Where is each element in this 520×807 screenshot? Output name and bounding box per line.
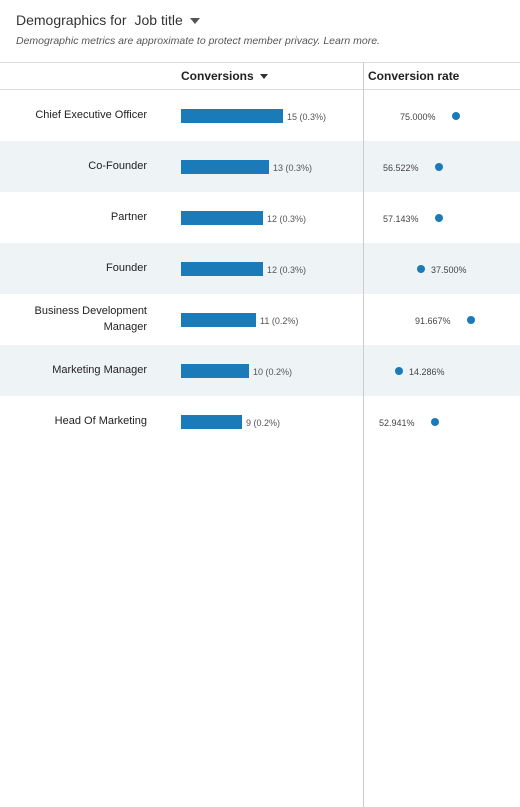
- table-row: Business Development Manager 11 (0.2%) 91.…: [0, 294, 520, 345]
- table-row: Chief Executive Officer 15 (0.3%) 75.000%: [0, 90, 520, 141]
- privacy-note-text: Demographic metrics are approximate to p…: [16, 35, 380, 47]
- column-header-row: Conversions Conversion rate: [0, 62, 520, 90]
- conversion-rate-dot: [417, 265, 425, 273]
- conversion-rate-value: 57.143%: [383, 214, 419, 224]
- conversions-header-label: Conversions: [181, 69, 254, 83]
- table-row: Founder 12 (0.3%) 37.500%: [0, 243, 520, 294]
- conversions-bar: [181, 313, 256, 327]
- conversions-value: 13 (0.3%): [273, 163, 313, 173]
- table-row: Marketing Manager 10 (0.2%) 14.286%: [0, 345, 520, 396]
- conversion-rate-value: 75.000%: [400, 112, 436, 122]
- conversion-rate-dot: [467, 316, 475, 324]
- conversion-rate-dot: [435, 163, 443, 171]
- demographics-table: Conversions Conversion rate Chief Execut…: [0, 62, 520, 807]
- conversions-bar: [181, 109, 283, 123]
- conversion-rate-dot: [452, 112, 460, 120]
- column-divider: [363, 62, 364, 807]
- conversions-bar: [181, 160, 269, 174]
- table-row: Partner 12 (0.3%) 57.143%: [0, 192, 520, 243]
- conversions-value: 9 (0.2%): [246, 418, 281, 428]
- conversions-column-header[interactable]: Conversions: [181, 69, 268, 83]
- table-row: Head Of Marketing 9 (0.2%) 52.941%: [0, 396, 520, 447]
- job-title-label: Head Of Marketing: [54, 415, 147, 427]
- conversions-value: 12 (0.3%): [267, 214, 307, 224]
- conversion-rate-dot: [395, 367, 403, 375]
- job-title-dropdown[interactable]: Job title: [135, 12, 200, 28]
- dropdown-value: Job title: [134, 12, 183, 28]
- conversions-bar: [181, 364, 249, 378]
- job-title-label: Business Development Manager: [34, 305, 147, 333]
- conversions-value: 11 (0.2%): [260, 316, 299, 326]
- job-title-label: Founder: [106, 262, 147, 274]
- job-title-label: Co-Founder: [88, 160, 147, 172]
- conversion-rate-column-header: Conversion rate: [368, 69, 460, 83]
- conversions-value: 15 (0.3%): [287, 112, 327, 122]
- conversion-rate-value: 14.286%: [409, 367, 445, 377]
- conversions-bar: [181, 415, 242, 429]
- conversion-rate-dot: [431, 418, 439, 426]
- title-row: Demographics for Job title: [16, 12, 510, 28]
- job-title-label: Partner: [110, 211, 147, 223]
- conversion-rate-value: 56.522%: [383, 163, 419, 173]
- job-title-label: Chief Executive Officer: [35, 109, 147, 121]
- conversions-bar: [181, 262, 263, 276]
- conversions-bar: [181, 211, 263, 225]
- conversion-rate-value: 52.941%: [379, 418, 415, 428]
- conversion-rate-dot: [435, 214, 443, 222]
- privacy-note: Demographic metrics are approximate to p…: [16, 35, 510, 47]
- conversions-value: 10 (0.2%): [253, 367, 293, 377]
- conversion-rate-value: 91.667%: [415, 316, 451, 326]
- demographics-title: Demographics for: [16, 12, 127, 28]
- conversion-rate-value: 37.500%: [431, 265, 467, 275]
- table-row: Co-Founder 13 (0.3%) 56.522%: [0, 141, 520, 192]
- job-title-label: Marketing Manager: [52, 364, 147, 376]
- demographics-header: Demographics for Job title Demographic m…: [16, 12, 510, 47]
- sort-down-icon: [259, 74, 268, 79]
- chevron-down-icon: [189, 18, 200, 24]
- table-body: Chief Executive Officer 15 (0.3%) 75.000% C…: [0, 90, 520, 447]
- conversions-value: 12 (0.3%): [267, 265, 307, 275]
